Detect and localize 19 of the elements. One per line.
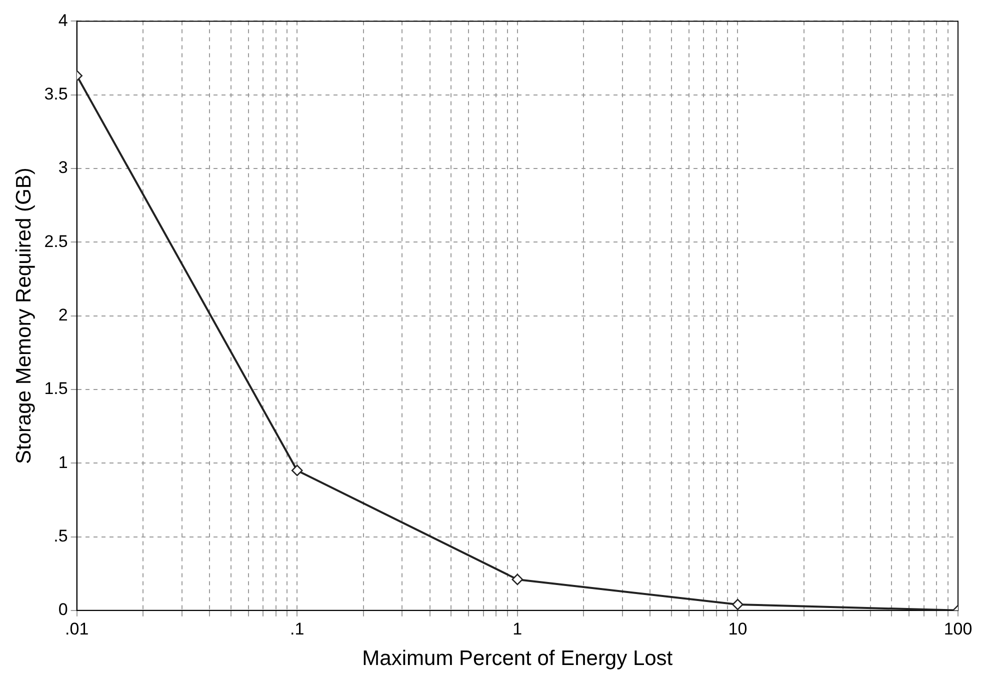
x-tick-label: .01: [65, 619, 89, 638]
point: [732, 598, 744, 610]
x-axis-title: Maximum Percent of Energy Lost: [362, 647, 673, 670]
y-tick-label: .5: [54, 526, 68, 546]
x-tick-label: 100: [944, 619, 972, 638]
x-tick-label: .1: [290, 619, 304, 638]
y-tick-label: 3: [58, 158, 68, 178]
y-tick-label: 3.5: [44, 84, 68, 104]
point: [512, 574, 524, 586]
y-tick-label: 2.5: [44, 232, 68, 251]
y-tick-label: 2: [58, 305, 68, 324]
y-tick-label: 0: [58, 600, 68, 620]
y-tick-label: 4: [58, 10, 68, 30]
x-tick-label: 1: [512, 619, 522, 638]
y-axis-title: Storage Memory Required (GB): [12, 168, 36, 464]
x-tick-label: 10: [728, 619, 748, 638]
y-tick-label: 1.5: [44, 379, 68, 398]
point: [291, 464, 303, 476]
y-tick-label: 1: [58, 452, 68, 472]
